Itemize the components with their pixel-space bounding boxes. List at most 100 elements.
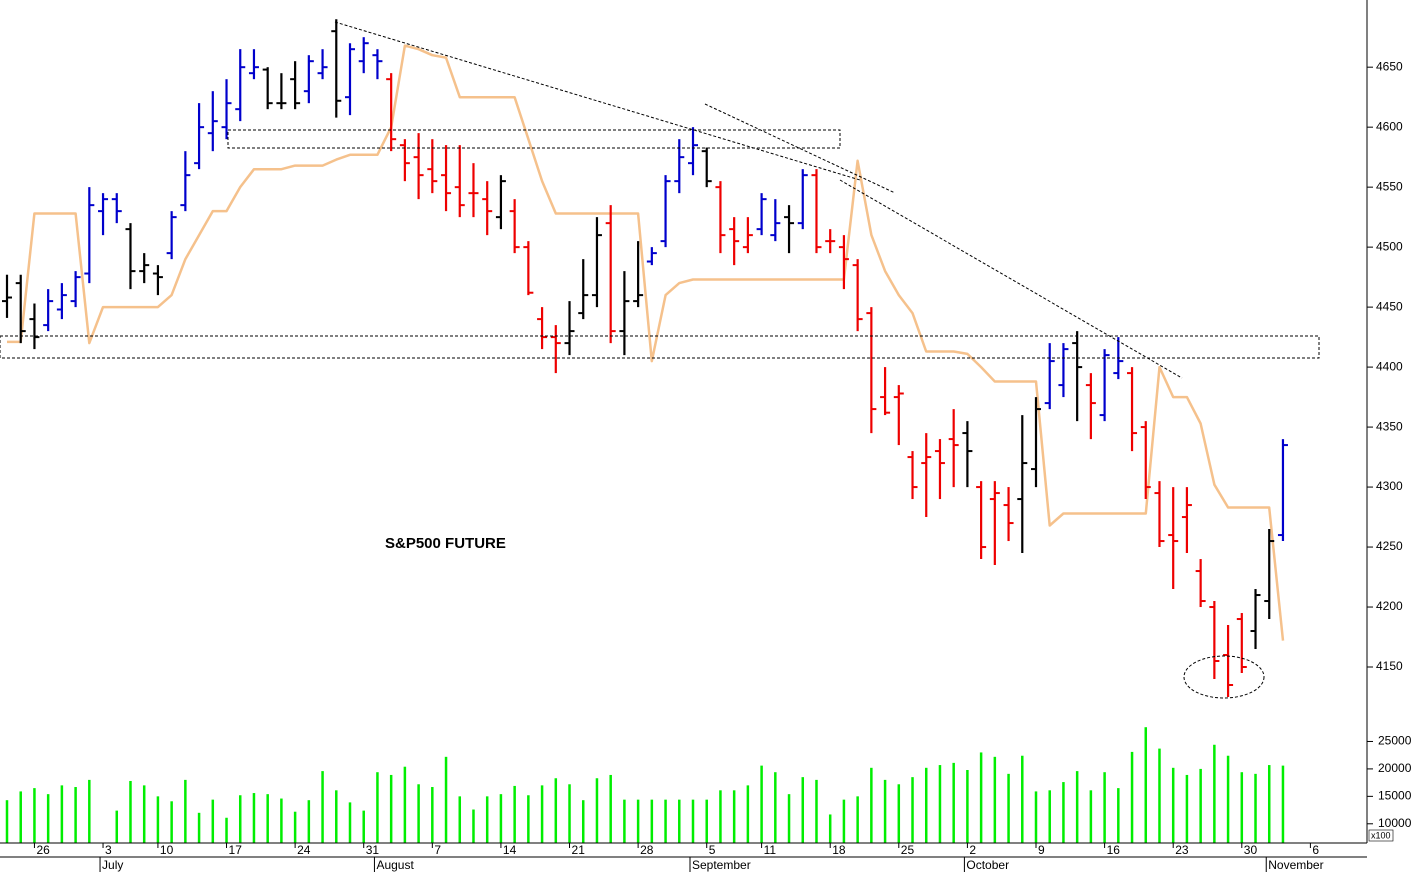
volume-bar xyxy=(787,794,791,843)
volume-bar xyxy=(348,802,352,843)
volume-bar xyxy=(1075,771,1079,843)
volume-bar xyxy=(1240,772,1244,843)
volume-bar xyxy=(801,777,805,843)
volume-bar xyxy=(746,785,750,843)
volume-bar xyxy=(691,799,695,843)
volume-bar xyxy=(225,817,228,843)
volume-bar xyxy=(966,770,969,843)
annotations xyxy=(0,21,1320,699)
volume-bar xyxy=(5,800,9,843)
volume-bar xyxy=(293,811,297,843)
volume-bar xyxy=(88,779,91,843)
volume-bar xyxy=(252,793,256,843)
chart-title: S&P500 FUTURE xyxy=(385,535,506,552)
volume-bar xyxy=(266,794,269,843)
y-tick-label: 15000 xyxy=(1378,789,1412,803)
zone-box xyxy=(0,335,1320,359)
y-tick-label: 4450 xyxy=(1376,299,1403,313)
volume-bar xyxy=(1281,765,1285,843)
volume-bar xyxy=(815,779,818,843)
volume-bar xyxy=(1007,773,1010,843)
x-tick-label: 16 xyxy=(1107,843,1121,857)
volume-bar xyxy=(732,790,736,843)
volume-bar xyxy=(19,791,22,843)
volume-bar xyxy=(389,774,393,843)
x-tick-label: 3 xyxy=(105,843,112,857)
volume-bar xyxy=(760,765,763,843)
volume-bar xyxy=(527,795,530,843)
volume-bar xyxy=(1213,744,1216,843)
x-tick-label: 23 xyxy=(1175,843,1189,857)
volume-bar xyxy=(321,771,324,843)
volume-bar xyxy=(417,784,420,843)
volume-bar xyxy=(74,787,77,843)
volume-bar xyxy=(979,752,983,843)
volume-bar xyxy=(1199,768,1202,843)
y-tick-label: 4250 xyxy=(1376,539,1403,553)
volume-bar xyxy=(1130,751,1134,843)
volume-bar xyxy=(554,778,558,843)
volume-bar xyxy=(33,788,36,843)
volume-bar xyxy=(485,796,489,843)
x-tick-label: 18 xyxy=(832,843,846,857)
x-tick-label: 6 xyxy=(1312,843,1319,857)
volume-bar xyxy=(719,790,722,843)
volume-bar xyxy=(170,801,173,843)
volume-bar xyxy=(1103,772,1106,843)
highlight-ellipse xyxy=(1183,655,1265,699)
x-tick-label: 9 xyxy=(1038,843,1045,857)
volume-bar xyxy=(1226,755,1230,843)
volume-bar xyxy=(636,799,640,843)
volume-bar xyxy=(335,790,338,843)
x-tick-label: 30 xyxy=(1244,843,1258,857)
stop-line xyxy=(7,44,1285,641)
volume-bar xyxy=(1185,774,1189,843)
y-tick-label: 4200 xyxy=(1376,599,1403,613)
volume-bar xyxy=(952,762,955,843)
volume-bar xyxy=(595,778,599,843)
x-tick-label: 11 xyxy=(764,843,777,857)
volume-bar xyxy=(60,785,64,843)
x-tick-label: 5 xyxy=(709,843,716,857)
month-label: July xyxy=(102,858,123,872)
month-label: August xyxy=(376,858,414,872)
volume-bar xyxy=(376,772,379,843)
volume-bar xyxy=(238,795,242,843)
volume-bar xyxy=(362,810,365,843)
volume-bar xyxy=(774,772,777,843)
volume-bar xyxy=(609,774,612,843)
trend-line xyxy=(839,179,1183,379)
x-tick-label: 26 xyxy=(36,843,50,857)
month-label: November xyxy=(1268,858,1323,872)
volume-bar xyxy=(897,784,901,843)
y-tick-label: 4300 xyxy=(1376,479,1403,493)
volume-bar xyxy=(1021,755,1024,843)
volume-bar xyxy=(623,799,626,843)
x-tick-label: 10 xyxy=(160,843,174,857)
x-tick-label: 28 xyxy=(640,843,654,857)
y-tick-label: 4500 xyxy=(1376,239,1403,253)
volume-bar xyxy=(1144,727,1148,843)
y-tick-label: 10000 xyxy=(1378,816,1412,830)
volume-bar xyxy=(828,814,832,843)
volume-bar xyxy=(431,787,434,843)
zone-box xyxy=(227,129,841,149)
volume-bar xyxy=(458,796,462,843)
volume-bar xyxy=(568,784,571,843)
x-tick-label: 24 xyxy=(297,843,311,857)
y-tick-label: 4150 xyxy=(1376,659,1403,673)
y-tick-label: 4350 xyxy=(1376,419,1403,433)
y-tick-label: 20000 xyxy=(1378,761,1412,775)
volume-bar xyxy=(403,766,407,843)
plot-area: 4150 4200 4250 4300 4350 4400 4450 4500 4550 4600… xyxy=(2,19,1412,872)
unit-box xyxy=(1368,829,1394,842)
y-tick-label: 4600 xyxy=(1376,119,1403,133)
x-tick-label: 31 xyxy=(366,843,380,857)
volume-bar xyxy=(472,809,475,843)
volume-bar xyxy=(705,799,708,843)
volume-bar xyxy=(650,799,654,843)
volume-bar xyxy=(1171,767,1175,843)
volume-bar xyxy=(46,794,50,843)
